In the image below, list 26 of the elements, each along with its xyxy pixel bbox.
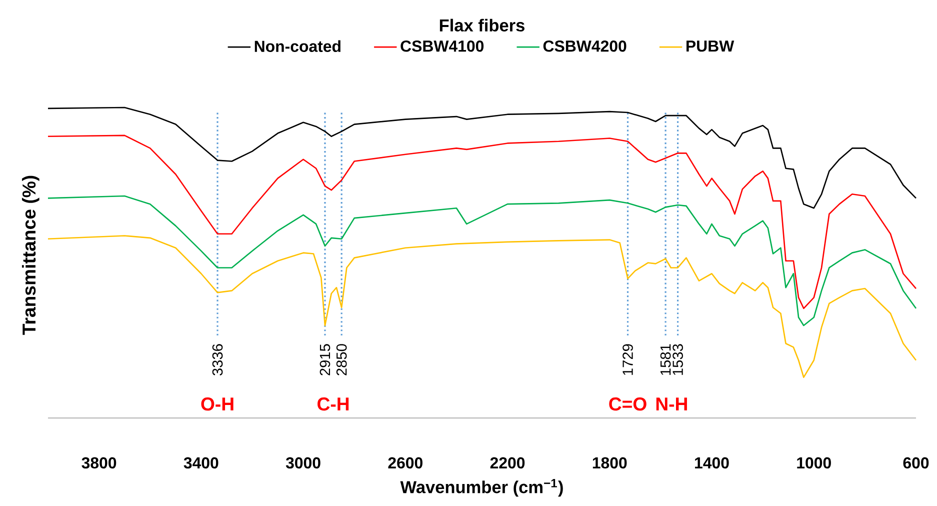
annotation: C-H (318, 397, 349, 411)
x-tick-label: 3800 (82, 457, 116, 469)
annotation: O-H (201, 397, 234, 411)
ref-line-label: 3336 (212, 344, 223, 376)
legend-label: PUBW (686, 40, 734, 52)
x-tick-label: 3000 (286, 457, 320, 469)
annotation: N-H (656, 398, 687, 410)
x-axis-title: Wavenumber (cm$^{−1}$) (400, 478, 563, 497)
ref-line-label: 2850 (336, 344, 347, 376)
legend-label: CSBW4200 (543, 40, 626, 52)
chart-title: Flax fibers (440, 18, 524, 32)
x-tick-label: 1400 (695, 457, 729, 469)
x-tick-label: 3400 (184, 457, 218, 469)
legend-label: Non-coated (254, 40, 340, 52)
x-tick-label: 1000 (797, 457, 831, 469)
legend-label: CSBW4100 (400, 40, 484, 52)
x-tick-label: 1800 (592, 457, 627, 469)
ref-line-label: 2915 (320, 344, 330, 376)
x-tick-label: 600 (903, 457, 929, 469)
x-tick-label: 2200 (490, 457, 525, 469)
annotation: C=O (609, 397, 646, 411)
ref-line-label: 1533 (672, 344, 683, 375)
x-tick-label: 2600 (388, 457, 422, 469)
y-axis-title: Transmittance (%) (22, 176, 40, 335)
ref-line-label: 1581 (660, 344, 671, 375)
ref-line-label: 1729 (622, 344, 633, 375)
